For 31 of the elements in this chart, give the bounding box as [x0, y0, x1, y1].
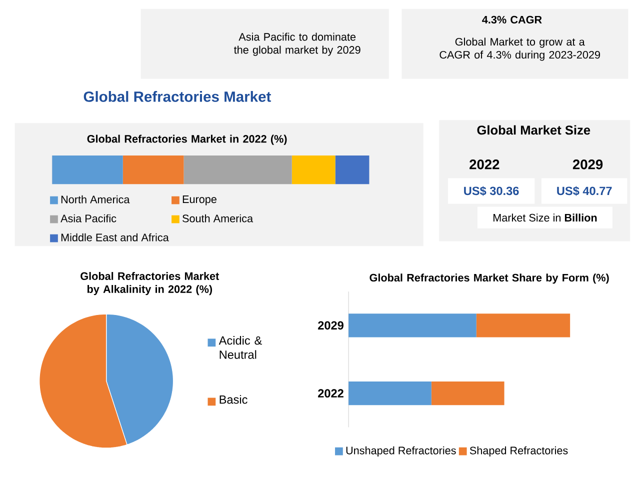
legend-label: North America: [61, 195, 130, 204]
text: Global Market Size: [477, 125, 590, 135]
bar: [184, 155, 292, 184]
text: 4.3% CAGR: [482, 16, 542, 24]
text: Global Refractories Market: [84, 90, 271, 102]
chart-title: Global Refractories Market in 2022 (%): [87, 134, 287, 145]
legend-label: Europe: [182, 195, 216, 206]
bar: [335, 155, 370, 184]
legend-label: South America: [182, 214, 254, 222]
bar: [52, 155, 123, 184]
category-label: 2022: [470, 159, 500, 170]
chart-title: Global Refractories Market Share by Form (%): [370, 273, 609, 284]
chart-title: Global Refractories Market by Alkalinity in 2022 (%): [80, 272, 220, 295]
bar: [476, 313, 570, 338]
bar: [348, 313, 476, 338]
legend-label: Basic: [220, 394, 248, 404]
legend-label: Middle East and Africa: [61, 233, 169, 242]
legend-label: Acidic & Neutral: [218, 336, 262, 359]
bar: [431, 381, 504, 406]
legend-label: Unshaped Refractories: [346, 446, 456, 456]
text: Asia Pacific to dominate the global market by 2029: [234, 32, 360, 56]
legend-label: Shaped Refractories: [470, 446, 568, 456]
data-label: US$ 40.77: [557, 186, 612, 196]
legend-label: Asia Pacific: [60, 214, 116, 222]
bar: [292, 155, 336, 184]
text: Global Market to grow at a CAGR of 4.3% during 2023-2029: [440, 38, 600, 61]
bar: [122, 155, 184, 184]
text: Market Size in Billion: [493, 213, 597, 222]
category-label: 2029: [572, 159, 603, 170]
data-label: US$ 30.36: [464, 186, 519, 196]
bar: [348, 381, 432, 406]
